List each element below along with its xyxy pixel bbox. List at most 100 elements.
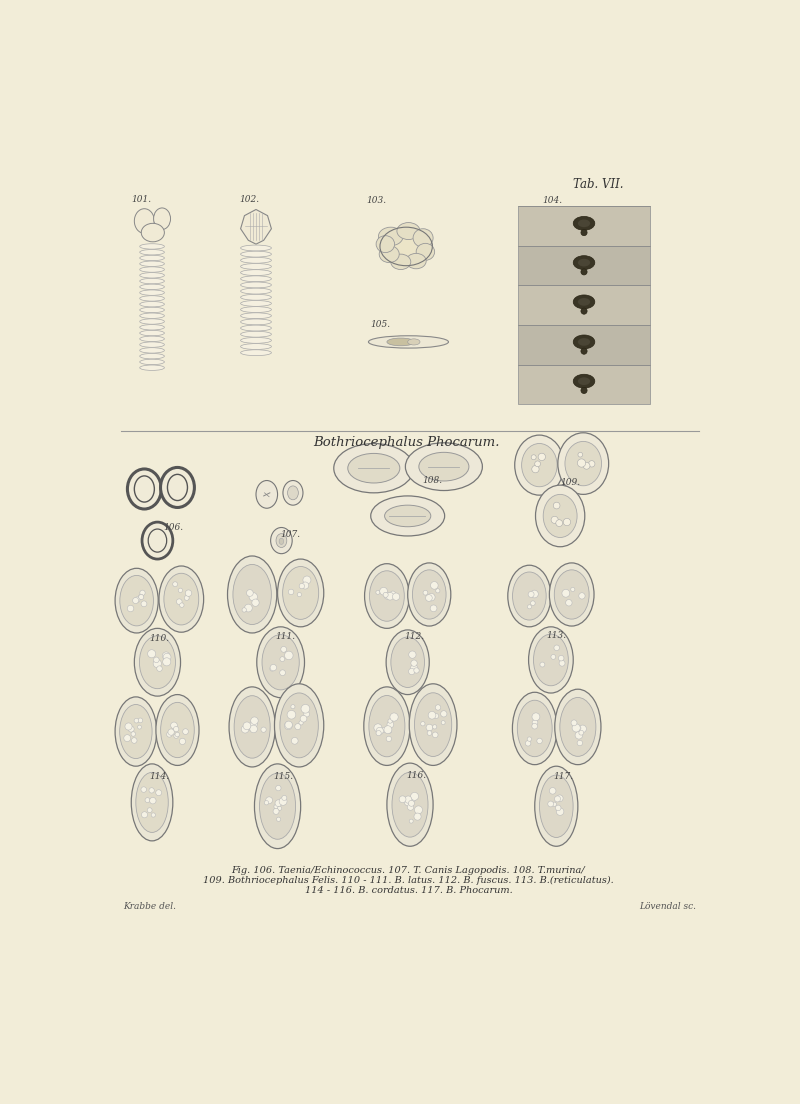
Circle shape (162, 651, 170, 659)
Bar (518, 246, 650, 285)
Circle shape (537, 739, 542, 744)
Bar (518, 325, 650, 365)
Circle shape (386, 736, 391, 742)
Circle shape (414, 806, 422, 814)
Circle shape (534, 714, 538, 719)
Circle shape (154, 657, 159, 662)
Ellipse shape (257, 627, 305, 698)
Ellipse shape (387, 338, 414, 346)
Ellipse shape (391, 637, 425, 688)
Ellipse shape (136, 773, 168, 832)
Circle shape (266, 797, 273, 804)
Ellipse shape (574, 295, 594, 309)
Ellipse shape (241, 282, 271, 288)
Circle shape (441, 711, 447, 716)
Circle shape (186, 590, 192, 596)
Ellipse shape (161, 467, 194, 508)
Circle shape (538, 454, 546, 460)
Circle shape (261, 728, 266, 732)
Circle shape (411, 660, 418, 667)
Circle shape (382, 728, 386, 733)
Circle shape (173, 582, 178, 586)
Circle shape (153, 659, 162, 668)
Ellipse shape (140, 250, 164, 255)
Circle shape (531, 455, 536, 459)
Ellipse shape (534, 634, 568, 686)
Circle shape (134, 597, 140, 603)
Circle shape (550, 787, 556, 794)
Ellipse shape (241, 252, 271, 257)
Ellipse shape (148, 529, 166, 552)
Ellipse shape (262, 635, 299, 690)
Circle shape (527, 736, 531, 741)
Circle shape (410, 819, 414, 824)
Ellipse shape (140, 284, 164, 289)
Circle shape (540, 662, 545, 667)
Circle shape (427, 594, 435, 601)
Ellipse shape (560, 698, 596, 756)
Ellipse shape (254, 764, 301, 849)
Circle shape (532, 713, 540, 721)
Circle shape (301, 704, 310, 713)
Ellipse shape (233, 564, 271, 625)
Text: 104.: 104. (542, 197, 562, 205)
Circle shape (178, 588, 182, 593)
Ellipse shape (270, 528, 292, 554)
Circle shape (407, 804, 414, 810)
Circle shape (571, 720, 577, 725)
Circle shape (426, 595, 432, 602)
Ellipse shape (120, 575, 154, 626)
Ellipse shape (241, 343, 271, 350)
Circle shape (134, 719, 138, 723)
Ellipse shape (554, 570, 589, 619)
Ellipse shape (574, 374, 594, 389)
Ellipse shape (406, 443, 482, 490)
Text: 109. Bothriocephalus Felis. 110 - 111. B. latus. 112. B. fuscus. 113. B.(reticul: 109. Bothriocephalus Felis. 110 - 111. B… (203, 875, 614, 884)
Circle shape (556, 808, 564, 816)
Ellipse shape (164, 573, 198, 625)
Circle shape (264, 800, 269, 805)
Ellipse shape (156, 694, 199, 765)
Ellipse shape (408, 339, 420, 346)
Text: 106.: 106. (163, 523, 184, 532)
Circle shape (294, 723, 301, 730)
Text: 110.: 110. (150, 634, 170, 643)
Circle shape (434, 713, 438, 719)
Ellipse shape (241, 350, 271, 355)
Circle shape (579, 730, 584, 735)
Ellipse shape (280, 693, 318, 757)
Circle shape (278, 806, 282, 810)
Circle shape (405, 796, 412, 804)
Circle shape (298, 593, 302, 596)
Ellipse shape (131, 764, 173, 841)
Circle shape (390, 713, 398, 721)
Ellipse shape (380, 227, 432, 266)
Ellipse shape (139, 636, 175, 689)
Ellipse shape (161, 702, 194, 757)
Text: 112.: 112. (405, 633, 425, 641)
Ellipse shape (508, 565, 551, 627)
Circle shape (242, 725, 249, 733)
Ellipse shape (283, 480, 303, 506)
Circle shape (426, 724, 433, 731)
Ellipse shape (159, 566, 204, 633)
Circle shape (245, 604, 252, 612)
Ellipse shape (276, 533, 286, 548)
Ellipse shape (370, 571, 404, 622)
Circle shape (554, 502, 560, 509)
Ellipse shape (140, 348, 164, 353)
Circle shape (252, 599, 259, 606)
Ellipse shape (565, 442, 602, 486)
Ellipse shape (574, 256, 594, 269)
Ellipse shape (227, 556, 277, 633)
Ellipse shape (140, 244, 164, 250)
Ellipse shape (514, 435, 564, 496)
Circle shape (285, 721, 292, 729)
Circle shape (179, 603, 184, 607)
Circle shape (556, 795, 563, 802)
Circle shape (559, 660, 565, 666)
Circle shape (125, 723, 132, 730)
Circle shape (435, 704, 441, 710)
Ellipse shape (241, 338, 271, 343)
Ellipse shape (140, 336, 164, 341)
